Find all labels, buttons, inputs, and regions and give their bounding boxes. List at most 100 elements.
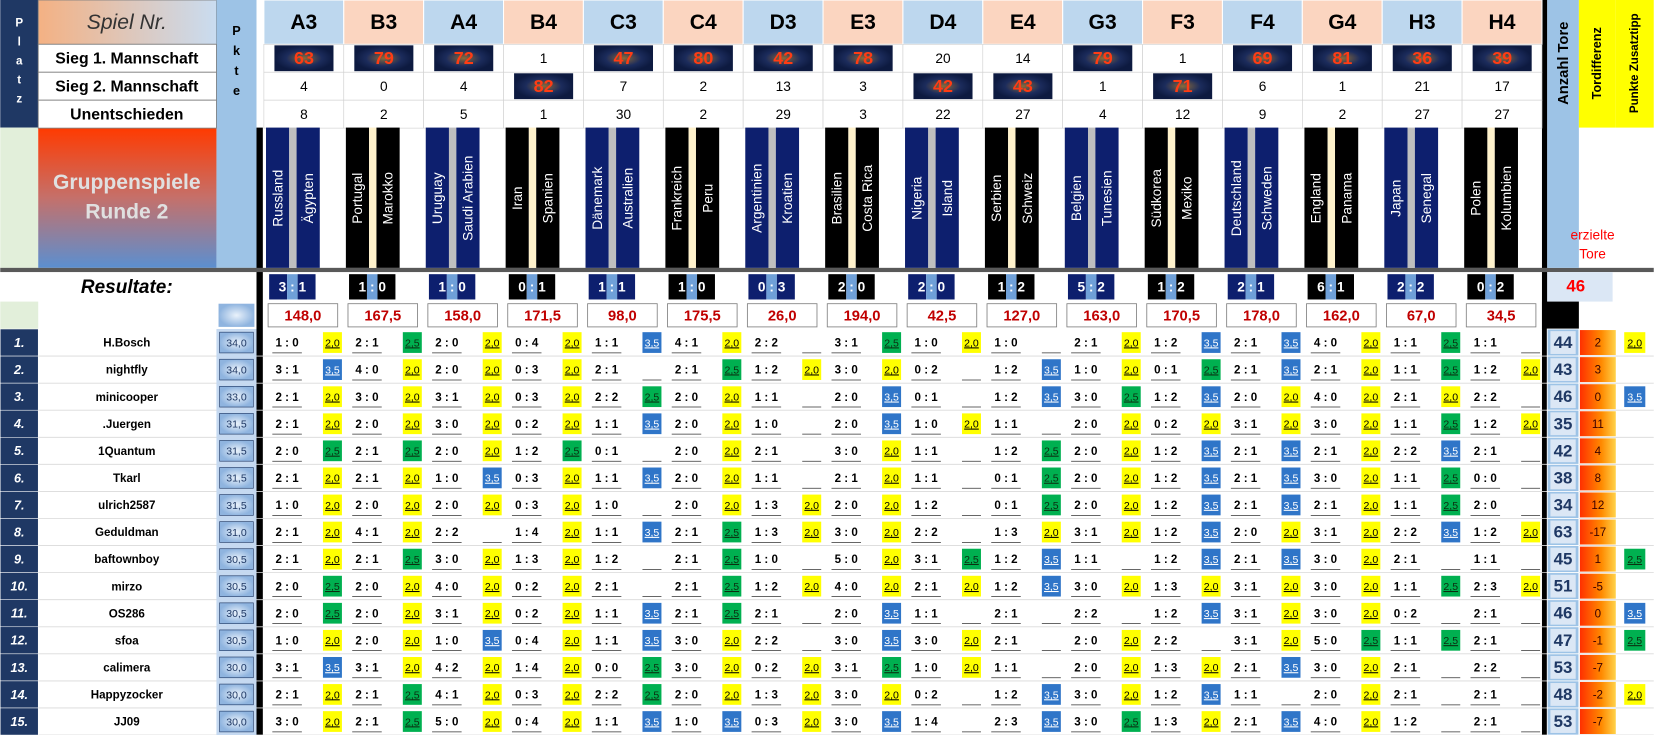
- tip-points: 2,0: [804, 581, 819, 593]
- tip: 0 : 3: [515, 473, 539, 485]
- count-cell: [263, 71, 345, 101]
- team-home: Belgien: [1069, 175, 1084, 221]
- tip-points: 2,0: [1523, 581, 1538, 593]
- extra-box: [1624, 386, 1646, 408]
- tip-points: 2,5: [645, 392, 660, 404]
- team-away: Kroatien: [780, 173, 795, 224]
- pkte-box: [219, 683, 254, 706]
- point-box: [961, 332, 981, 353]
- goals-box: [1550, 601, 1576, 625]
- point-box: [1041, 440, 1061, 462]
- team-home: Südkorea: [1149, 169, 1164, 228]
- point-box: [642, 467, 662, 489]
- result: 1 : 2: [1157, 280, 1185, 295]
- count-highlight: [1312, 45, 1372, 72]
- count-label: Unentschieden: [70, 106, 183, 123]
- team-away: Peru: [700, 184, 715, 213]
- point-box: [482, 657, 502, 678]
- result-home-box: [1307, 274, 1326, 300]
- result-away-box: [457, 274, 476, 300]
- count-cell: [1381, 71, 1463, 101]
- point-box: [1281, 711, 1301, 732]
- point-box: [482, 575, 502, 597]
- tip: 4 : 0: [1314, 392, 1337, 404]
- tip: 3 : 1: [1314, 527, 1338, 539]
- result-away-box: [776, 274, 795, 300]
- rank-cell: [0, 437, 39, 465]
- goals-box: [1550, 655, 1576, 679]
- tip-points: 2,0: [884, 554, 899, 566]
- tip: 2 : 0: [835, 608, 858, 620]
- count-cell: [423, 99, 504, 129]
- result-home-box: [349, 274, 367, 300]
- count-highlight: [753, 45, 813, 72]
- tip: 2 : 1: [675, 527, 699, 539]
- match-id: B3: [370, 11, 397, 34]
- match-id: G3: [1089, 11, 1117, 34]
- player-name: nightfly: [106, 365, 148, 377]
- tip-points: 2,5: [964, 554, 979, 566]
- player-goals: 34: [1554, 495, 1573, 514]
- count-value: 21: [1415, 79, 1430, 94]
- platz-label: Platz: [12, 16, 26, 112]
- count-highlight: [514, 73, 574, 100]
- rank: 15.: [10, 715, 28, 729]
- totals-pk-box: [218, 303, 255, 327]
- player-diff: 4: [1595, 446, 1602, 458]
- result-mid: [766, 274, 777, 300]
- tip-points: 2,0: [964, 662, 979, 674]
- tip: 2 : 1: [675, 581, 699, 593]
- result-mid: [287, 274, 298, 300]
- tip: 1 : 1: [595, 419, 619, 431]
- tip: 3 : 0: [835, 690, 858, 702]
- player-goals: 35: [1554, 414, 1573, 433]
- count-value: 17: [1495, 79, 1510, 94]
- count-value: 79: [1093, 48, 1113, 68]
- tip: 2 : 2: [595, 392, 618, 404]
- result-away-box: [1096, 274, 1115, 300]
- tip: 2 : 1: [1394, 662, 1418, 674]
- team-away: Spanien: [540, 173, 555, 223]
- team-away: Tunesien: [1100, 170, 1115, 226]
- diff-cell: [1579, 546, 1616, 572]
- tip: 1 : 2: [755, 365, 778, 377]
- tip: 3 : 1: [276, 365, 300, 377]
- tip-points: 2,5: [325, 608, 340, 620]
- player-name: Happyzocker: [91, 690, 164, 702]
- tip-points: 2,0: [1044, 527, 1059, 539]
- rank-cell: [0, 626, 39, 655]
- team-away-bar: [296, 127, 320, 268]
- player-name: calimera: [103, 662, 151, 674]
- tip-points: 2,0: [804, 716, 819, 728]
- tip-points: 2,0: [1204, 662, 1219, 674]
- team-away: Panama: [1339, 172, 1354, 223]
- player-diff: -7: [1593, 662, 1603, 674]
- tip: 2 : 1: [1234, 717, 1258, 729]
- tip: 3 : 1: [835, 662, 859, 674]
- player-goals: 45: [1554, 550, 1573, 569]
- tip-points: 2,0: [565, 527, 580, 539]
- tip-points: 2,0: [485, 446, 500, 458]
- point-box: [1201, 711, 1221, 732]
- tip: 2 : 0: [355, 419, 378, 431]
- tip: 1 : 3: [1154, 581, 1178, 593]
- count-value: 27: [1415, 107, 1430, 122]
- tip-points: 2,0: [725, 500, 740, 512]
- extra-box: [1624, 602, 1646, 624]
- result-away-box: [1495, 274, 1514, 300]
- tip-points: 2,0: [1523, 527, 1538, 539]
- tip-points: 2,0: [405, 419, 420, 431]
- tip-points: 2,0: [804, 527, 819, 539]
- extra-box: [1624, 629, 1646, 651]
- match-header-cell: [822, 0, 904, 45]
- tip-points: 3,5: [485, 473, 500, 485]
- point-box: [1361, 629, 1381, 651]
- point-box: [882, 413, 902, 435]
- tip-points: 2,5: [725, 527, 740, 539]
- tip-points: 2,0: [1364, 554, 1379, 566]
- team-home-bar: [1464, 127, 1488, 268]
- team-away-bar: [536, 127, 560, 268]
- tip-points: 3,5: [1204, 608, 1219, 620]
- player-name: sfoa: [115, 635, 139, 647]
- tip: 1 : 2: [994, 365, 1017, 377]
